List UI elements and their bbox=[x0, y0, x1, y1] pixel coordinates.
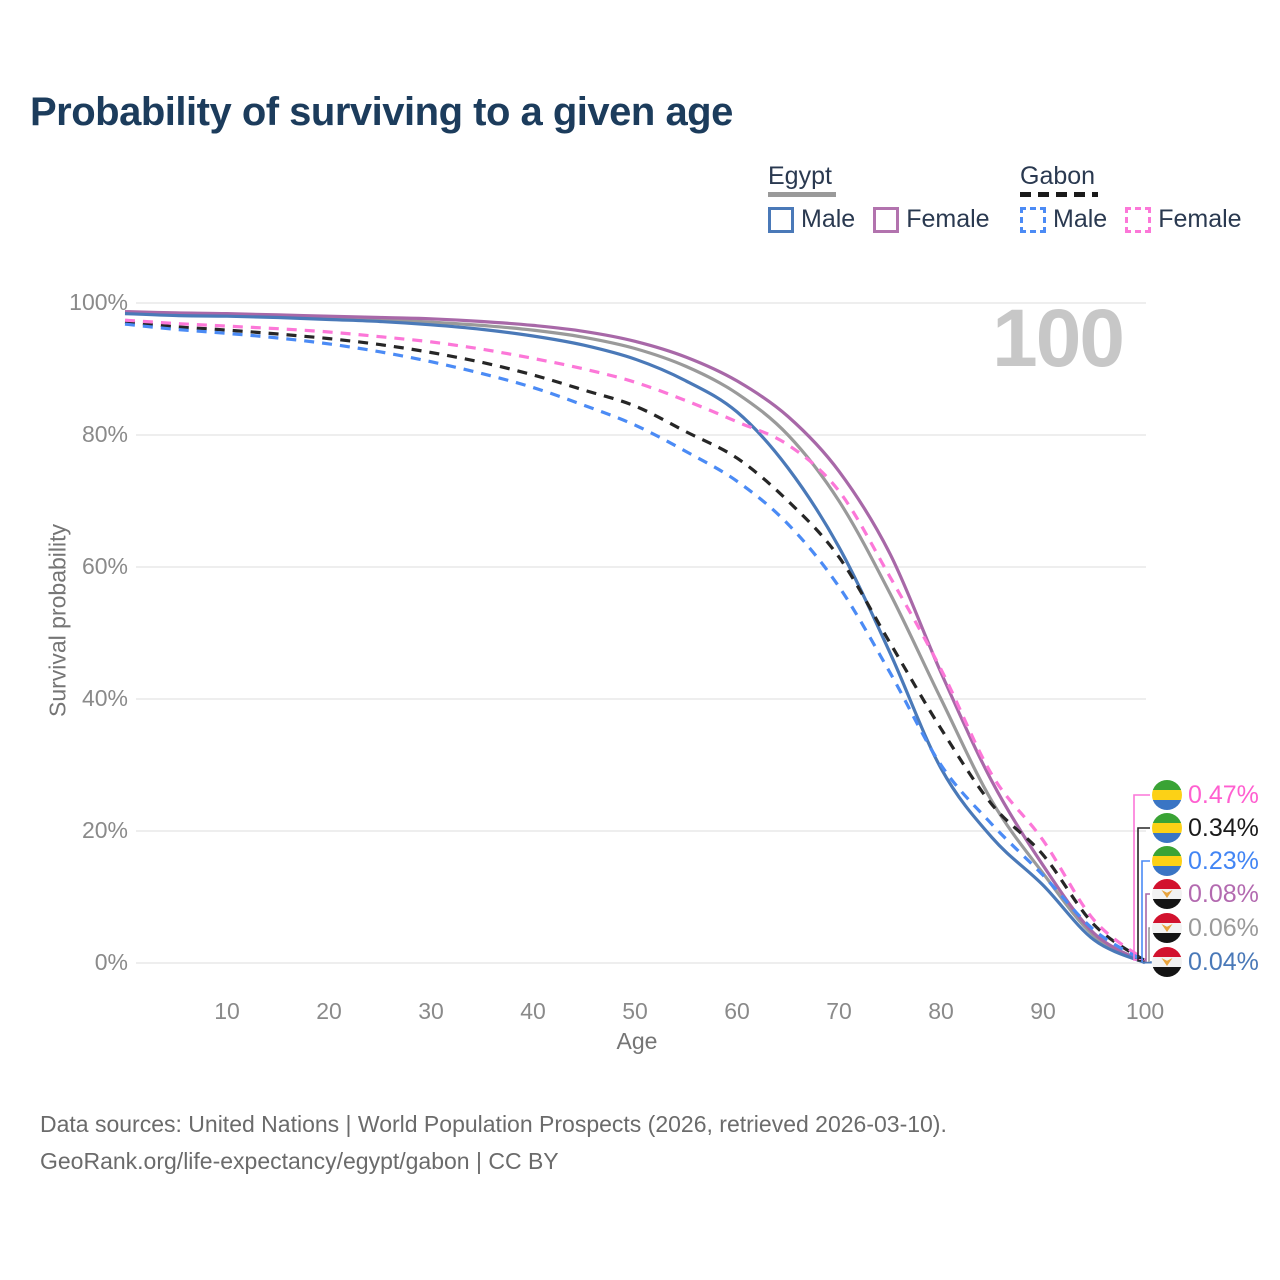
legend-country-egypt: Egypt bbox=[768, 162, 832, 190]
legend-label-gabon-female: Female bbox=[1158, 205, 1242, 233]
y-tick-40%: 40% bbox=[81, 685, 128, 711]
end-label-value: 0.34% bbox=[1188, 813, 1259, 842]
legend-label-egypt-female: Female bbox=[906, 205, 990, 233]
x-tick-20: 20 bbox=[316, 998, 342, 1024]
legend-label-gabon-male: Male bbox=[1053, 205, 1108, 233]
end-label-value: 0.23% bbox=[1188, 846, 1259, 875]
y-axis-title: Survival probability bbox=[44, 523, 71, 718]
series-line-egypt-male bbox=[124, 312, 1146, 965]
legend-swatch-gabon-male bbox=[1020, 206, 1046, 233]
end-label-gabon-female: 0.47% bbox=[1152, 779, 1259, 811]
legend-item-egypt-female[interactable]: Female bbox=[873, 205, 990, 234]
series-line-egypt-female bbox=[124, 310, 1146, 964]
y-tick-80%: 80% bbox=[81, 421, 128, 447]
gabon-flag-icon bbox=[1152, 846, 1182, 876]
x-axis-title: Age bbox=[616, 1028, 658, 1054]
legend-swatch-egypt-female bbox=[873, 206, 900, 233]
legend-linestyle-sample-dashed bbox=[1020, 192, 1098, 197]
series-line-egypt-total bbox=[124, 311, 1146, 965]
footer-source-url: GeoRank.org/life-expectancy/egypt/gabon … bbox=[40, 1148, 559, 1174]
page-title: Probability of surviving to a given age bbox=[30, 90, 733, 134]
legend-item-gabon-male[interactable]: Male bbox=[1020, 205, 1107, 234]
end-label-egypt-male: 0.04% bbox=[1152, 946, 1259, 978]
x-tick-50: 50 bbox=[622, 998, 648, 1024]
x-tick-30: 30 bbox=[418, 998, 444, 1024]
egypt-flag-icon bbox=[1152, 947, 1182, 977]
y-tick-60%: 60% bbox=[81, 553, 128, 579]
x-tick-60: 60 bbox=[724, 998, 750, 1024]
egypt-flag-icon bbox=[1152, 879, 1182, 909]
end-label-value: 0.04% bbox=[1188, 947, 1259, 976]
legend-group-gabon: Gabon Male Female bbox=[1020, 163, 1242, 234]
x-tick-10: 10 bbox=[214, 998, 240, 1024]
end-label-egypt-female: 0.08% bbox=[1152, 878, 1259, 910]
x-tick-100: 100 bbox=[1125, 998, 1165, 1024]
end-label-value: 0.08% bbox=[1188, 879, 1259, 908]
end-label-gabon-male: 0.23% bbox=[1152, 845, 1259, 877]
legend-swatch-gabon-female bbox=[1125, 206, 1152, 233]
watermark-100: 100 bbox=[992, 293, 1125, 384]
x-tick-80: 80 bbox=[928, 998, 954, 1024]
footer-data-sources: Data sources: United Nations | World Pop… bbox=[40, 1111, 947, 1137]
legend-group-egypt: Egypt Male Female bbox=[768, 163, 990, 234]
leader-line-egypt-male bbox=[1143, 961, 1152, 964]
x-tick-70: 70 bbox=[826, 998, 852, 1024]
y-tick-20%: 20% bbox=[81, 817, 128, 843]
footer-attribution: Data sources: United Nations | World Pop… bbox=[40, 1106, 947, 1180]
x-tick-40: 40 bbox=[520, 998, 546, 1024]
egypt-flag-icon bbox=[1152, 913, 1182, 943]
legend-swatch-egypt-male bbox=[768, 206, 794, 233]
leader-line-gabon-male bbox=[1141, 860, 1150, 963]
legend-label-egypt-male: Male bbox=[801, 205, 856, 233]
y-tick-100%: 100% bbox=[69, 289, 128, 315]
gabon-flag-icon bbox=[1152, 813, 1182, 843]
legend-item-gabon-female[interactable]: Female bbox=[1125, 205, 1242, 234]
x-tick-90: 90 bbox=[1030, 998, 1056, 1024]
end-label-egypt-total: 0.06% bbox=[1152, 912, 1259, 944]
leader-line-gabon-total bbox=[1137, 827, 1150, 962]
series-line-gabon-total bbox=[124, 320, 1146, 963]
end-label-gabon-total: 0.34% bbox=[1152, 812, 1259, 844]
legend-item-egypt-male[interactable]: Male bbox=[768, 205, 855, 234]
series-line-gabon-male bbox=[124, 322, 1146, 963]
end-label-value: 0.47% bbox=[1188, 780, 1259, 809]
legend-linestyle-sample-solid bbox=[768, 192, 836, 197]
y-tick-0%: 0% bbox=[94, 949, 128, 975]
gabon-flag-icon bbox=[1152, 780, 1182, 810]
end-label-value: 0.06% bbox=[1188, 913, 1259, 942]
legend-country-gabon: Gabon bbox=[1020, 162, 1096, 190]
series-line-gabon-female bbox=[124, 318, 1146, 962]
